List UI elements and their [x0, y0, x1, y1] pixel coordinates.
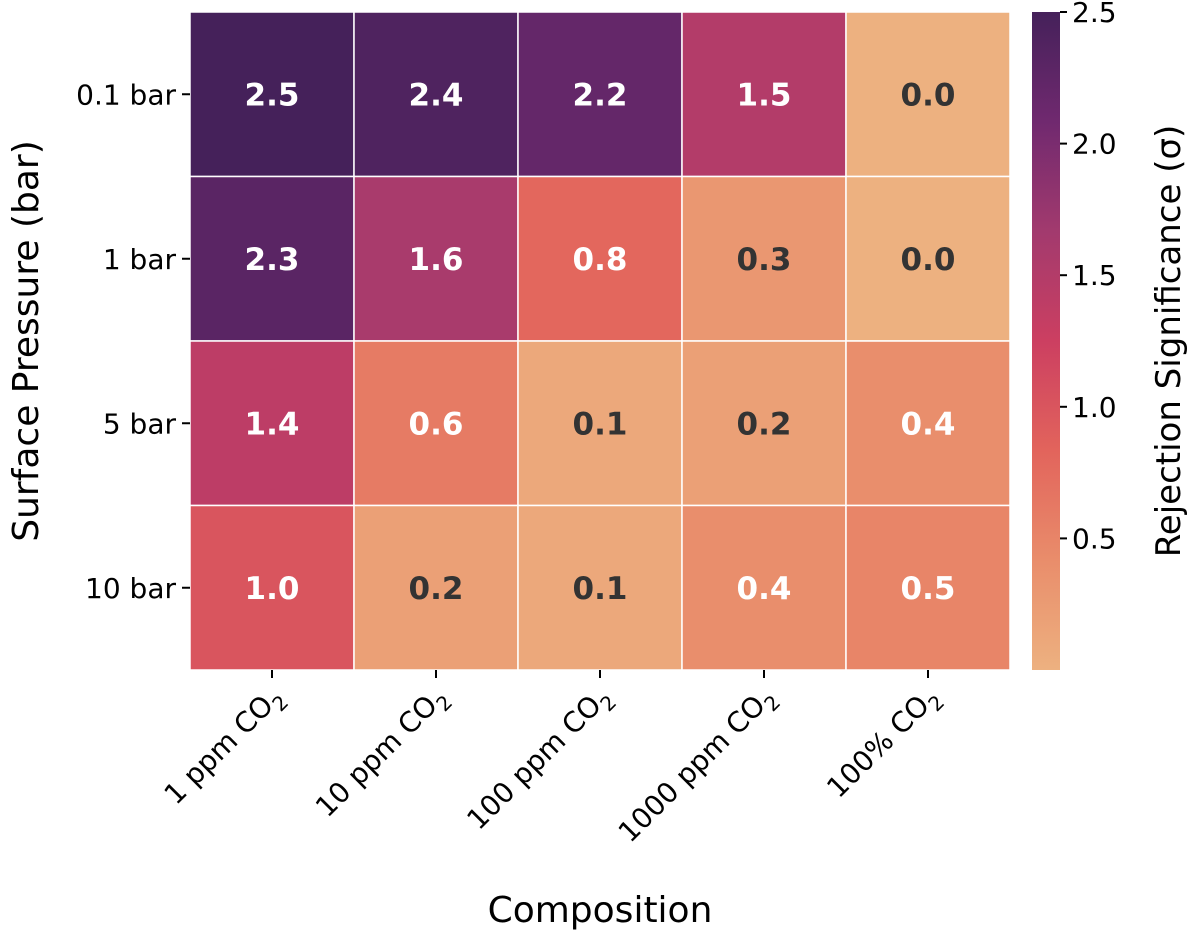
x-tick-label: 1 ppm CO2 — [158, 680, 294, 816]
heatmap-cell — [353, 11, 519, 178]
cell-value-label: 0.1 — [573, 571, 628, 607]
cell-value-label: 0.3 — [737, 242, 792, 278]
cell-value-label: 0.4 — [737, 571, 792, 607]
heatmap-cell — [845, 340, 1011, 507]
heatmap-cell — [517, 504, 683, 671]
cell-value-label: 0.4 — [901, 406, 956, 442]
heatmap-cell — [681, 11, 847, 178]
cell-value-label: 0.0 — [901, 242, 956, 278]
heatmap-cell — [517, 340, 683, 507]
cell-value-label: 1.0 — [245, 571, 300, 607]
x-tick-label: 100 ppm CO2 — [460, 680, 621, 841]
heatmap-cell — [517, 175, 683, 342]
colorbar-tick-label: 0.5 — [1072, 522, 1117, 555]
cell-value-label: 0.2 — [409, 571, 464, 607]
cell-value-label: 0.6 — [409, 406, 464, 442]
heatmap-cell — [845, 175, 1011, 342]
y-tick-label: 1 bar — [103, 243, 177, 276]
y-axis-label: Surface Pressure (bar) — [6, 140, 47, 542]
x-tick-label: 100% CO2 — [820, 680, 949, 809]
heatmap-cell — [681, 340, 847, 507]
colorbar-ticks: 0.5 1.0 1.5 2.0 2.5 — [1060, 0, 1117, 555]
cell-value-label: 1.6 — [409, 242, 464, 278]
heatmap-cell — [681, 504, 847, 671]
heatmap-cell — [189, 11, 355, 178]
heatmap-cells: 2.5 2.4 2.2 1.5 0.0 2.3 1.6 0.8 0.3 0.0 1.4 0.6 0.1 0… — [189, 11, 1011, 671]
x-tick-label: 10 ppm CO2 — [309, 680, 457, 828]
heatmap-cell — [845, 11, 1011, 178]
colorbar-tick-label: 2.5 — [1072, 0, 1117, 29]
cell-value-label: 2.3 — [245, 242, 300, 278]
cell-value-label: 1.5 — [737, 77, 792, 113]
heatmap-cell — [353, 340, 519, 507]
cell-value-label: 2.5 — [245, 77, 300, 113]
cell-value-label: 0.8 — [573, 242, 628, 278]
heatmap-cell — [845, 504, 1011, 671]
x-axis-label: Composition — [488, 890, 713, 931]
cell-value-label: 0.5 — [901, 571, 956, 607]
colorbar-tick-label: 2.0 — [1072, 128, 1117, 161]
cell-value-label: 0.1 — [573, 406, 628, 442]
y-tick-label: 0.1 bar — [76, 78, 176, 111]
colorbar-tick-label: 1.5 — [1072, 259, 1117, 292]
heatmap-cell — [189, 175, 355, 342]
cell-value-label: 1.4 — [245, 406, 300, 442]
cell-value-label: 0.2 — [737, 406, 792, 442]
colorbar-tick-label: 1.0 — [1072, 391, 1117, 424]
y-tick-label: 10 bar — [85, 572, 176, 605]
cell-value-label: 2.4 — [409, 77, 464, 113]
y-axis-ticks: 0.1 bar 1 bar 5 bar 10 bar — [76, 78, 190, 605]
colorbar — [1032, 12, 1060, 670]
x-tick-label: 1000 ppm CO2 — [612, 680, 785, 853]
heatmap-cell — [517, 11, 683, 178]
cell-value-label: 2.2 — [573, 77, 628, 113]
y-tick-label: 5 bar — [103, 407, 177, 440]
colorbar-label: Rejection Significance (σ) — [1149, 125, 1189, 558]
heatmap-cell — [353, 504, 519, 671]
cell-value-label: 0.0 — [901, 77, 956, 113]
